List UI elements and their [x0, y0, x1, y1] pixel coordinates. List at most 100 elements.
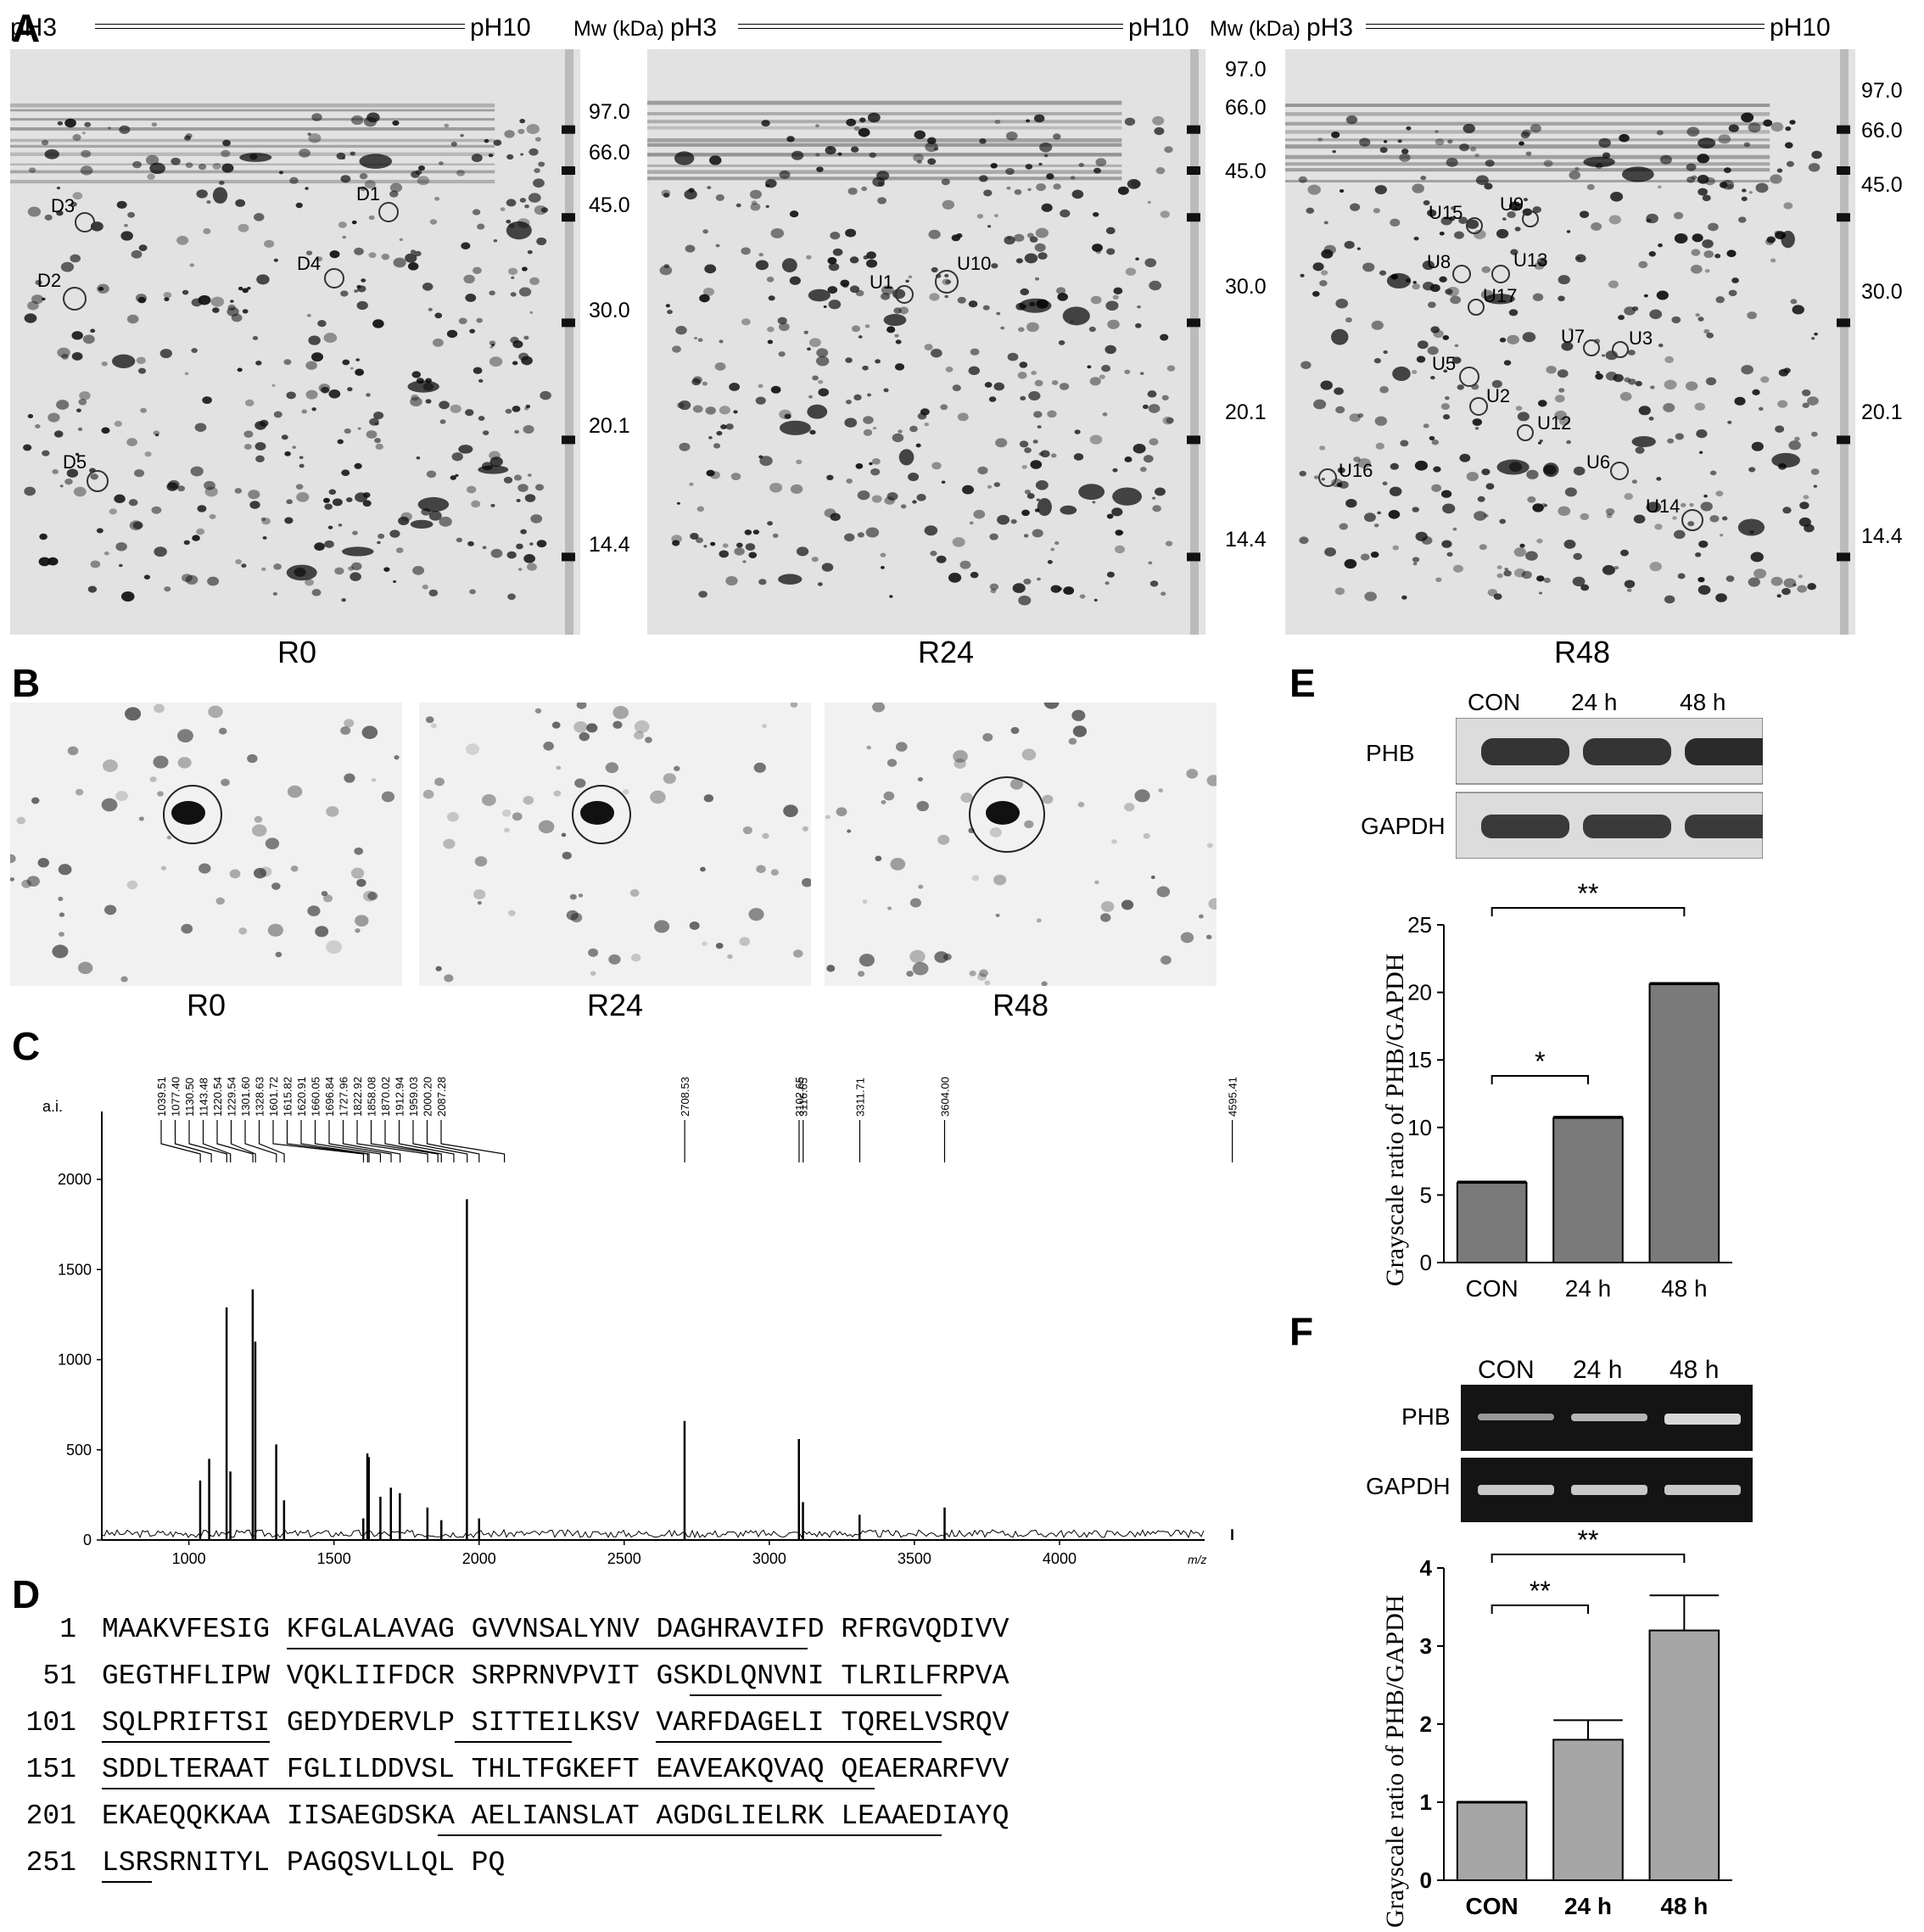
ph-left-label: pH3	[1306, 14, 1354, 42]
x-tick-label: 4000	[1043, 1550, 1077, 1567]
gel-streak	[1285, 138, 1770, 142]
panel-label-c: C	[12, 1024, 41, 1068]
panel-label-d: D	[12, 1572, 41, 1616]
mw-title-2: Mw (kDa)	[1210, 17, 1300, 41]
spot-label: U3	[1629, 328, 1653, 349]
peak-label-leader	[230, 1120, 256, 1162]
sequence-position: 251	[25, 1847, 76, 1879]
y-tick-label: 0	[83, 1532, 92, 1548]
y-tick-label: 10	[1407, 1115, 1432, 1140]
x-tick-label: 24 h	[1564, 1893, 1612, 1919]
ph-right-label: pH10	[470, 14, 531, 42]
rt-pcr-gel-f	[1461, 1385, 1753, 1522]
peptide-underline	[102, 1788, 875, 1789]
spot-circle	[1681, 509, 1703, 531]
gel-row-label: PHB	[1401, 1403, 1451, 1430]
x-tick-label: 24 h	[1565, 1275, 1612, 1302]
sequence-position: 201	[25, 1800, 76, 1832]
spot-circle	[1318, 468, 1337, 487]
gel-streak	[10, 103, 495, 108]
gel-streak	[10, 138, 495, 143]
gel-r24	[647, 49, 1205, 635]
ph-gradient-bar	[738, 24, 1123, 29]
zoom-r48	[825, 703, 1216, 986]
gel-streak	[10, 170, 495, 174]
sequence-position: 51	[42, 1660, 76, 1692]
gel-caption-r0: R0	[277, 635, 317, 669]
gel-caption-r24: R24	[917, 635, 975, 669]
mw-tick: 97.0	[1225, 58, 1267, 81]
y-tick-label: 500	[66, 1442, 92, 1459]
significance-bracket	[1491, 1604, 1589, 1614]
spot-label: U15	[1429, 202, 1463, 223]
spot-label: U10	[957, 253, 992, 274]
peak-label-leader	[440, 1120, 506, 1162]
zoom-caption-r24: R24	[586, 988, 644, 1022]
peak-label: 3116.65	[797, 1078, 810, 1117]
mw-tick: 45.0	[589, 193, 630, 217]
spot-circle	[1459, 367, 1479, 387]
y-tick-label: 1000	[58, 1352, 92, 1369]
peak-label-leader	[174, 1120, 212, 1162]
panel-label-b: B	[12, 661, 41, 705]
gel-streak	[647, 112, 1122, 115]
spot-label: D2	[37, 270, 62, 291]
peak-label-leader	[314, 1120, 382, 1162]
x-tick-label: 1500	[317, 1550, 351, 1567]
peak-label: 1696.84	[323, 1077, 336, 1117]
x-tick-label: 48 h	[1660, 1893, 1708, 1919]
spot-circle	[87, 470, 109, 492]
gel-row-label: GAPDH	[1366, 1473, 1451, 1499]
gel-band	[1571, 1485, 1647, 1495]
gel-band	[1664, 1414, 1741, 1425]
zoom-r0	[10, 703, 402, 986]
peak-label-leader	[286, 1120, 368, 1162]
ph-gradient-bar	[1366, 24, 1765, 29]
spot-circle	[1491, 265, 1510, 283]
bar	[1552, 1117, 1624, 1263]
peptide-underline	[286, 1648, 808, 1649]
bar	[1552, 1739, 1624, 1881]
y-tick-label: 20	[1407, 980, 1432, 1005]
significance-mark: **	[1578, 878, 1599, 909]
blot-band	[1481, 738, 1569, 765]
spot-label: U6	[1586, 451, 1611, 473]
gel-caption-r48: R48	[1553, 635, 1611, 669]
peak-label: 1229.54	[226, 1077, 238, 1117]
zoom-r24	[419, 703, 811, 986]
zoom-caption-r48: R48	[992, 988, 1049, 1022]
sequence-position: 101	[25, 1707, 76, 1739]
gel-band	[1571, 1414, 1647, 1421]
sequence-line: SQLPRIFTSI GEDYDERVLP SITTEILKSV VARFDAG…	[102, 1707, 1010, 1739]
spot-circle	[895, 285, 914, 304]
spot-label: U8	[1427, 251, 1451, 272]
x-tick-label: 48 h	[1661, 1275, 1708, 1302]
spot-label: D1	[356, 183, 381, 204]
spot-label: U5	[1432, 353, 1457, 374]
gel-r48	[1285, 49, 1855, 635]
y-tick-label: 4	[1420, 1555, 1433, 1581]
peak-label: 1301.60	[239, 1077, 252, 1117]
spot-circle	[1452, 265, 1471, 283]
peak-label: 3311.71	[853, 1078, 866, 1117]
spot-circle	[1610, 462, 1629, 480]
bar	[1648, 1629, 1720, 1881]
mw-tick: 45.0	[1861, 173, 1903, 197]
bar	[1648, 983, 1720, 1263]
ph-gradient-bar	[95, 24, 465, 29]
mw-tick: 30.0	[1861, 280, 1903, 304]
mw-tick: 20.1	[1225, 400, 1267, 424]
bar	[1456, 1801, 1528, 1881]
panel-label-f: F	[1289, 1309, 1314, 1353]
peak-label: 1727.96	[338, 1077, 350, 1117]
mw-tick: 30.0	[589, 299, 630, 322]
spot-label: U14	[1646, 496, 1681, 517]
y-tick-label: 25	[1407, 912, 1432, 938]
baseline-noise	[101, 1528, 1205, 1539]
gel-streak	[10, 163, 495, 165]
bar	[1456, 1182, 1528, 1263]
peptide-underline	[438, 1834, 942, 1836]
y-axis-label: a.i.	[42, 1098, 63, 1115]
spot-label: D4	[297, 253, 322, 274]
